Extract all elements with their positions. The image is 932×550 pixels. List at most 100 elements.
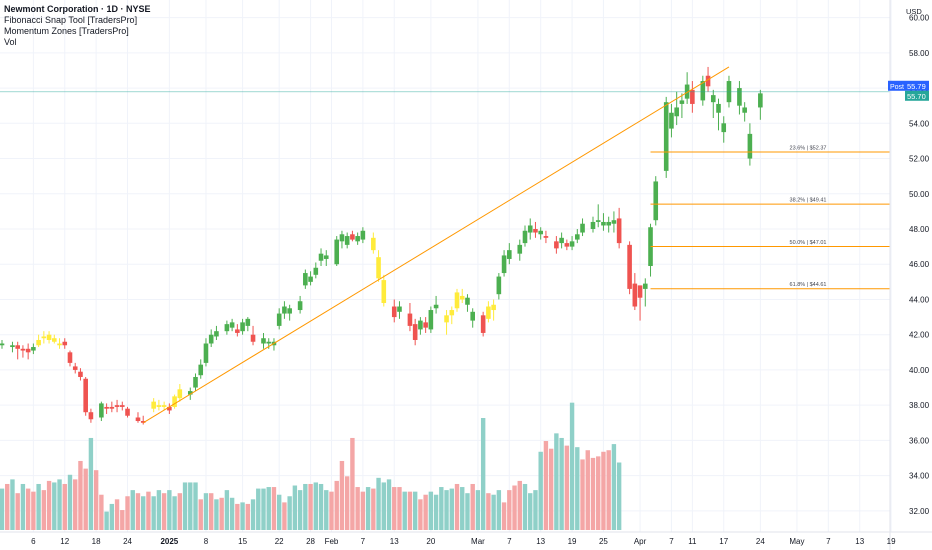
candle-body [642, 283, 648, 289]
volume-bar [104, 511, 109, 530]
candle-body [559, 237, 564, 244]
volume-bar [15, 493, 20, 530]
y-tick-label: 40.00 [909, 366, 930, 375]
volume-bar [287, 496, 292, 530]
volume-bar [324, 490, 329, 530]
volume-bar [193, 482, 198, 530]
candle-body [517, 244, 523, 254]
x-tick-label: 28 [306, 537, 315, 546]
volume-bar [172, 496, 177, 530]
volume-bar [52, 482, 57, 530]
volume-bar [412, 491, 418, 530]
indicator-momentum[interactable]: Momentum Zones [TradersPro] [4, 26, 129, 36]
candle-body [313, 267, 319, 275]
volume-bar [57, 479, 62, 530]
candle-body [36, 339, 41, 346]
candle-body [454, 292, 460, 309]
volume-bar [250, 499, 256, 530]
volume-bar [167, 490, 172, 530]
candle-body [705, 75, 711, 87]
volume-bar [528, 493, 533, 530]
x-tick-label: 24 [756, 537, 765, 546]
volume-bar [198, 499, 203, 530]
candle-body [41, 336, 47, 339]
candle-body [72, 366, 78, 370]
volume-bar [569, 402, 575, 530]
volume-bar [266, 487, 271, 530]
fib-level-label: 23.6% | $52.37 [790, 146, 827, 152]
volume-bar [460, 487, 465, 530]
volume-bar [590, 457, 596, 530]
candle-body [700, 81, 706, 101]
volume-bar [371, 488, 376, 530]
y-tick-label: 42.00 [909, 331, 930, 340]
candle-body [737, 88, 742, 106]
candle-body [323, 255, 329, 259]
volume-bar [219, 497, 224, 530]
candlesticks [0, 66, 763, 425]
volume-bar [271, 487, 277, 530]
volume-bar [229, 497, 235, 530]
volume-bar [444, 490, 449, 530]
y-tick-label: 54.00 [909, 119, 930, 128]
volume-bar [235, 503, 240, 530]
volume-bar [78, 460, 83, 530]
volume-bar [449, 488, 454, 530]
candle-body [318, 253, 324, 261]
trend-line[interactable] [142, 66, 730, 424]
candle-body [632, 283, 638, 307]
volume-bar [73, 479, 78, 530]
volume-bar [548, 448, 554, 530]
candle-body [480, 315, 486, 333]
volume-bar [418, 499, 423, 530]
volume-bars [0, 402, 622, 530]
volume-bar [580, 459, 585, 530]
volume-bar [397, 487, 402, 530]
candle-body [653, 181, 659, 221]
candle-body [575, 234, 580, 240]
x-tick-label: 18 [92, 537, 101, 546]
x-tick-label: 11 [688, 537, 697, 546]
candle-body [287, 308, 292, 314]
candle-body [15, 345, 20, 349]
volume-bar [486, 493, 491, 530]
y-tick-label: 50.00 [909, 190, 930, 199]
volume-bar [480, 418, 486, 530]
candle-body [627, 244, 632, 289]
volume-bar [313, 482, 318, 530]
volume-bar [475, 490, 481, 530]
candle-body [371, 237, 376, 251]
candle-body [679, 100, 685, 104]
candle-body [187, 391, 193, 395]
candle-body [527, 225, 533, 233]
candle-body [198, 364, 204, 376]
volume-bar [439, 487, 444, 530]
volume-bar [88, 437, 94, 530]
volume-bar [141, 496, 146, 530]
candle-body [554, 241, 559, 249]
candle-body [224, 324, 230, 332]
candle-body [569, 241, 575, 247]
symbol-title[interactable]: Newmont Corporation · 1D · NYSE [4, 4, 151, 14]
candle-body [52, 338, 57, 342]
volume-bar [350, 437, 355, 530]
volume-bar [376, 477, 381, 530]
candle-body [486, 306, 491, 319]
candle-body [114, 405, 120, 407]
candle-body [334, 239, 340, 265]
candle-body [125, 408, 130, 416]
drawings[interactable]: 23.6% | $52.37 38.2% | $49.41 50.0% | $47.… [0, 66, 890, 424]
volume-bar [339, 460, 345, 530]
candle-body [308, 276, 313, 282]
indicator-fibonacci[interactable]: Fibonacci Snap Tool [TradersPro] [4, 15, 138, 25]
volume-bar [512, 485, 517, 530]
candle-body [193, 376, 198, 388]
candle-body [381, 280, 387, 303]
indicator-volume[interactable]: Vol [4, 37, 17, 47]
y-tick-label: 46.00 [909, 260, 930, 269]
volume-bar [507, 490, 512, 530]
fib-level-label: 38.2% | $49.41 [790, 198, 827, 204]
candle-body [412, 324, 418, 340]
